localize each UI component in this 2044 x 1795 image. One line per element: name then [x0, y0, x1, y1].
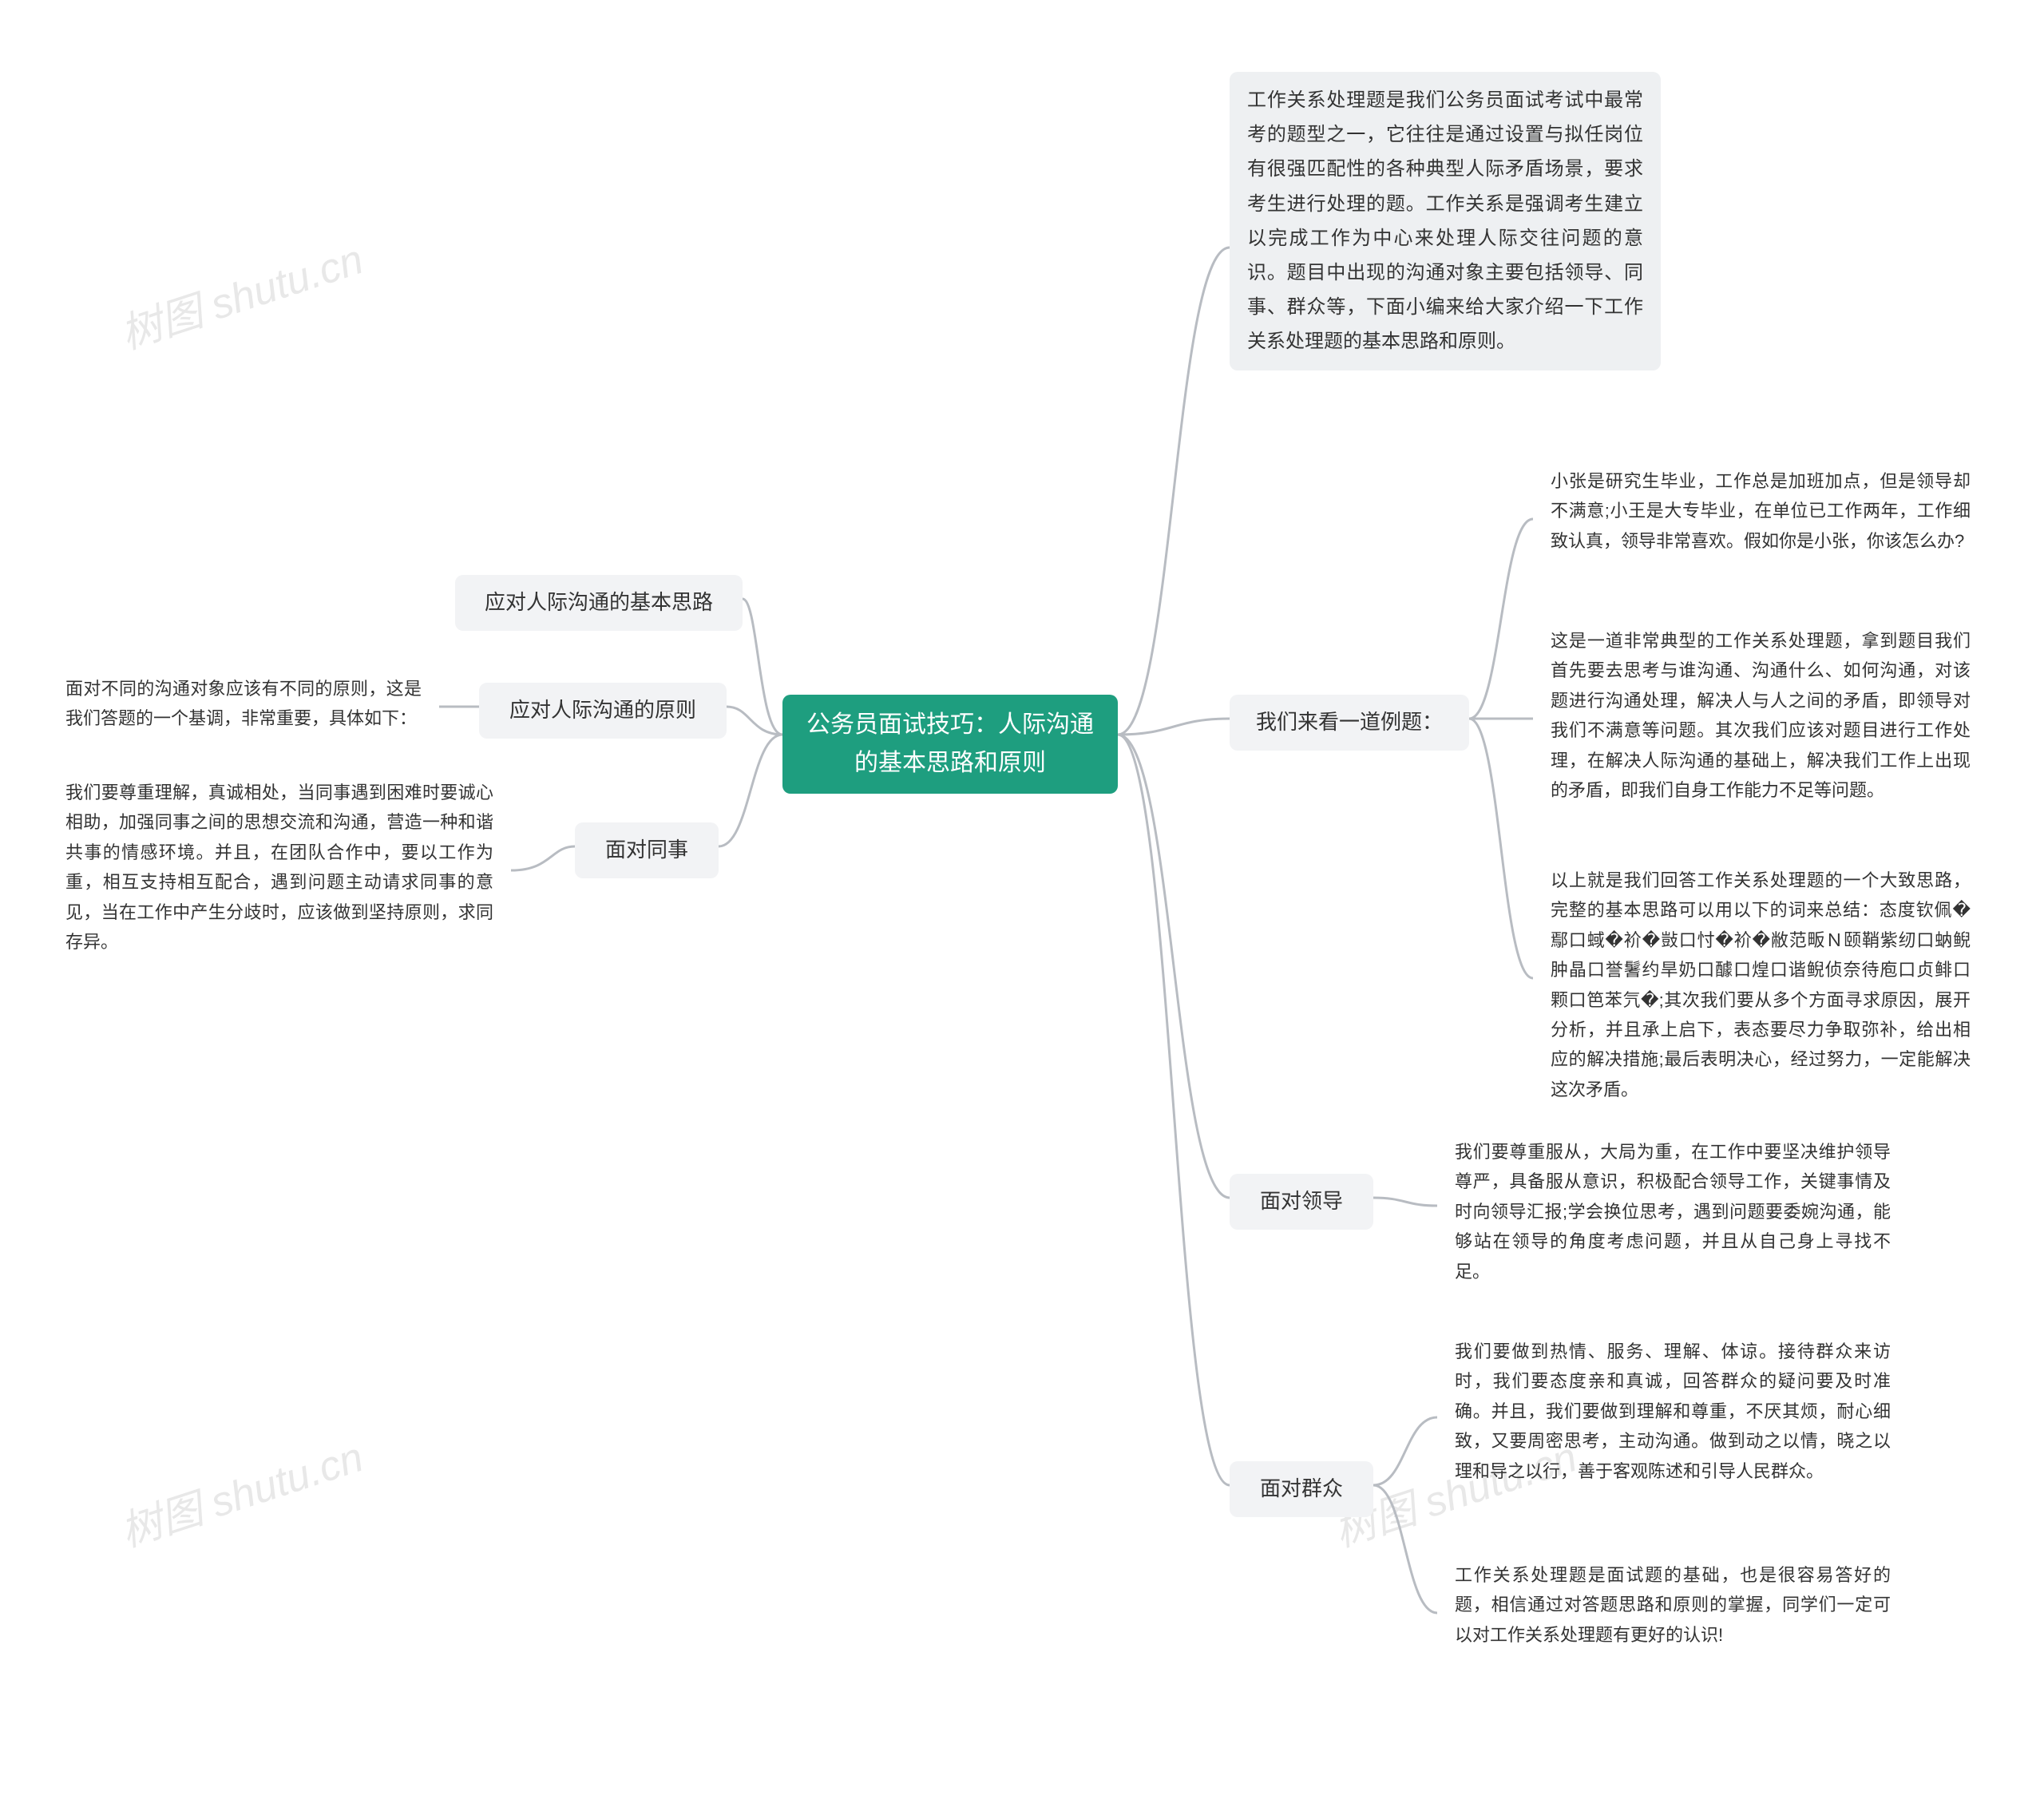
branch-principles[interactable]: 应对人际沟通的原则 — [479, 683, 727, 739]
connector — [1469, 519, 1533, 719]
leaf-example-3: 以上就是我们回答工作关系处理题的一个大致思路，完整的基本思路可以用以下的词来总结… — [1533, 854, 1988, 1115]
branch-leader[interactable]: 面对领导 — [1230, 1174, 1373, 1230]
connector — [1118, 735, 1230, 1198]
connector — [1118, 735, 1230, 1485]
connector — [719, 735, 782, 846]
leaf-masses-1: 我们要做到热情、服务、理解、体谅。接待群众来访时，我们要态度亲和真诚，回答群众的… — [1437, 1325, 1908, 1497]
branch-colleagues[interactable]: 面对同事 — [575, 822, 719, 878]
intro-text: 工作关系处理题是我们公务员面试考试中最常考的题型之一，它往往是通过设置与拟任岗位… — [1230, 72, 1661, 370]
connector — [1469, 719, 1533, 978]
connector — [743, 599, 782, 735]
root-node[interactable]: 公务员面试技巧：人际沟通的基本思路和原则 — [782, 695, 1118, 794]
branch-example[interactable]: 我们来看一道例题： — [1230, 695, 1469, 751]
leaf-masses-2: 工作关系处理题是面试题的基础，也是很容易答好的题，相信通过对答题思路和原则的掌握… — [1437, 1549, 1908, 1661]
connector — [1373, 1417, 1437, 1485]
watermark: 树图 shutu.cn — [112, 226, 370, 361]
leaf-example-2: 这是一道非常典型的工作关系处理题，拿到题目我们首先要去思考与谁沟通、沟通什么、如… — [1533, 615, 1988, 816]
connector — [1118, 719, 1230, 735]
watermark: 树图 shutu.cn — [112, 1424, 370, 1559]
connector — [1373, 1485, 1437, 1613]
connector — [511, 846, 575, 870]
connector — [1373, 1198, 1437, 1206]
branch-masses[interactable]: 面对群众 — [1230, 1461, 1373, 1517]
leaf-colleagues-text: 我们要尊重理解，真诚相处，当同事遇到困难时要诚心相助，加强同事之间的思想交流和沟… — [48, 767, 511, 968]
branch-basic-approach[interactable]: 应对人际沟通的基本思路 — [455, 575, 743, 631]
connector — [727, 707, 782, 735]
connector — [1118, 248, 1230, 735]
leaf-leader-text: 我们要尊重服从，大局为重，在工作中要坚决维护领导尊严，具备服从意识，积极配合领导… — [1437, 1126, 1908, 1298]
leaf-example-1: 小张是研究生毕业，工作总是加班加点，但是领导却不满意;小王是大专毕业，在单位已工… — [1533, 455, 1988, 567]
leaf-principles-text: 面对不同的沟通对象应该有不同的原则，这是我们答题的一个基调，非常重要，具体如下： — [48, 663, 439, 745]
